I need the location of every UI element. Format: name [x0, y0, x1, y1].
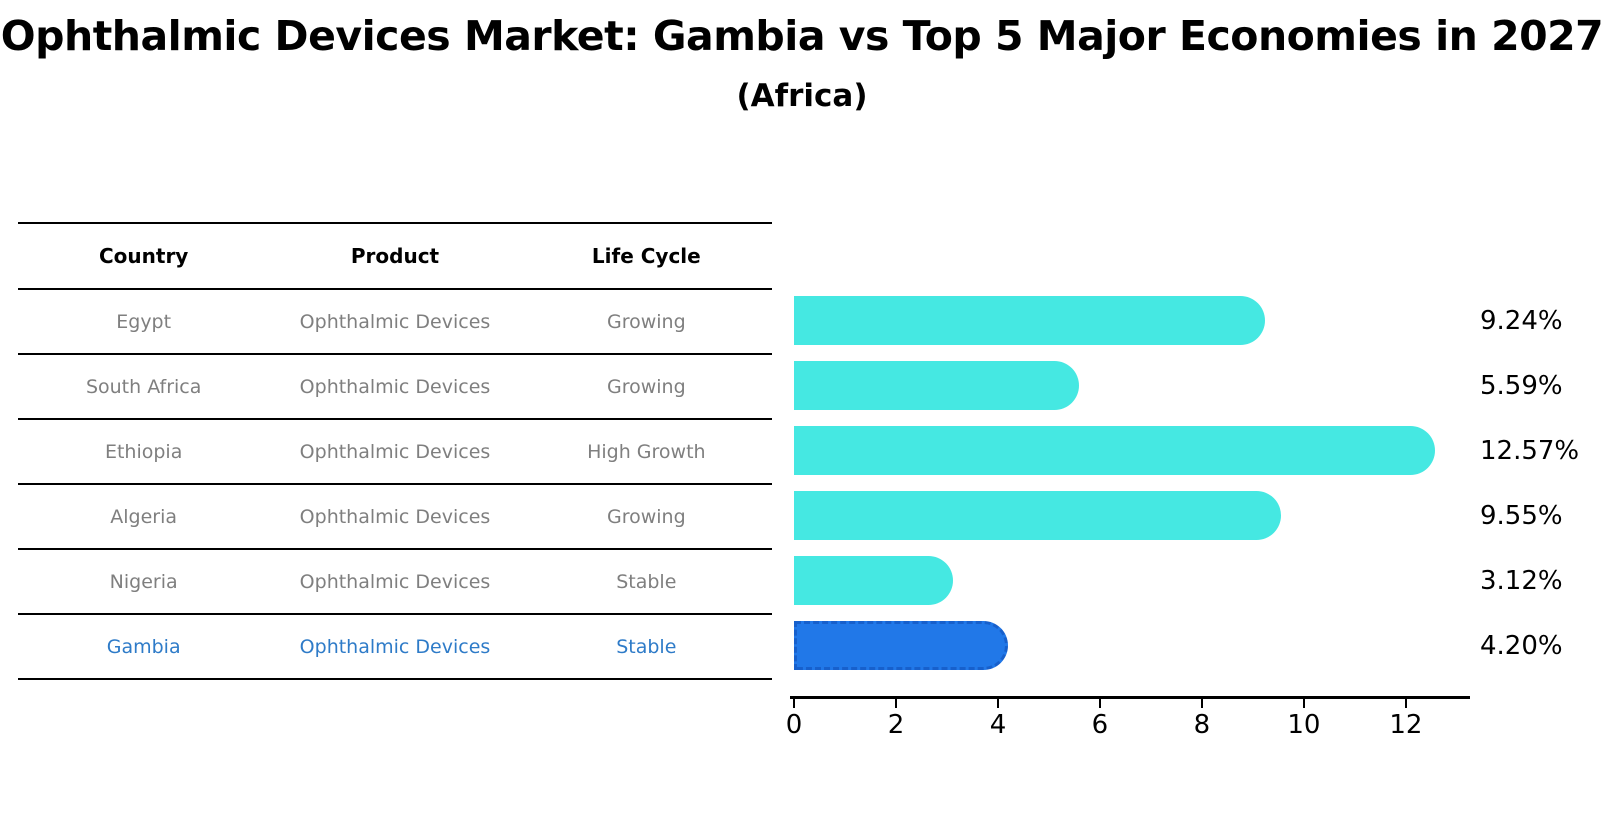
life-cycle-cell: Growing	[606, 505, 686, 528]
table-row-egypt: Egypt Ophthalmic Devices Growing	[18, 290, 772, 355]
value-label-gambia: 4.20%	[1480, 630, 1563, 661]
comparison-table: Country Product Life Cycle Egypt Ophthal…	[18, 222, 772, 680]
x-axis-tick-label: 10	[1287, 710, 1321, 740]
x-axis-tick	[1404, 699, 1407, 708]
country-cell: Gambia	[106, 635, 181, 658]
value-label-south-africa: 5.59%	[1480, 370, 1563, 401]
column-header-product: Product	[350, 244, 440, 268]
x-axis-tick-label: 8	[1193, 710, 1211, 740]
x-axis-tick	[894, 699, 897, 708]
value-label-ethiopia: 12.57%	[1480, 435, 1580, 466]
table-row-gambia: Gambia Ophthalmic Devices Stable	[18, 615, 772, 680]
life-cycle-cell: Stable	[616, 635, 677, 658]
bar-slot	[794, 483, 1462, 548]
chart-title: Ophthalmic Devices Market: Gambia vs Top…	[0, 12, 1604, 60]
x-axis-spine	[790, 696, 1470, 699]
value-label-algeria: 9.55%	[1480, 500, 1563, 531]
country-cell: South Africa	[85, 375, 202, 398]
life-cycle-cell: Growing	[606, 375, 686, 398]
x-axis-tick	[1200, 699, 1203, 708]
column-header-country: Country	[98, 244, 189, 268]
bar-slot	[794, 353, 1462, 418]
product-cell: Ophthalmic Devices	[299, 375, 491, 398]
life-cycle-cell: Growing	[606, 310, 686, 333]
x-axis-tick	[996, 699, 999, 708]
product-cell: Ophthalmic Devices	[299, 635, 491, 658]
bar-chart	[794, 288, 1462, 678]
table-row-south-africa: South Africa Ophthalmic Devices Growing	[18, 355, 772, 420]
product-cell: Ophthalmic Devices	[299, 310, 491, 333]
product-cell: Ophthalmic Devices	[299, 505, 491, 528]
bar-algeria	[794, 491, 1281, 540]
value-label-egypt: 9.24%	[1480, 305, 1563, 336]
bar-slot	[794, 418, 1462, 483]
x-axis-tick-label: 6	[1091, 710, 1109, 740]
country-cell: Nigeria	[109, 570, 178, 593]
x-axis: 0 2 4 6 8 10 12	[786, 696, 1470, 746]
bar-egypt	[794, 296, 1266, 345]
country-cell: Egypt	[116, 310, 172, 333]
value-label-nigeria: 3.12%	[1480, 565, 1563, 596]
chart-subtitle: (Africa)	[736, 78, 868, 114]
life-cycle-cell: High Growth	[587, 440, 706, 463]
bar-gambia	[794, 621, 1009, 670]
x-axis-tick	[1098, 699, 1101, 708]
x-axis-tick	[793, 699, 795, 708]
x-axis-tick-label: 12	[1389, 710, 1423, 740]
table-row-algeria: Algeria Ophthalmic Devices Growing	[18, 485, 772, 550]
bar-nigeria	[794, 556, 954, 605]
x-axis-tick-label: 4	[989, 710, 1007, 740]
bar-slot	[794, 288, 1462, 353]
table-row-ethiopia: Ethiopia Ophthalmic Devices High Growth	[18, 420, 772, 485]
product-cell: Ophthalmic Devices	[299, 440, 491, 463]
x-axis-tick-label: 2	[887, 710, 905, 740]
column-header-life-cycle: Life Cycle	[591, 244, 701, 268]
x-axis-tick-label: 0	[785, 710, 803, 740]
life-cycle-cell: Stable	[616, 570, 677, 593]
country-cell: Algeria	[110, 505, 178, 528]
table-header-row: Country Product Life Cycle	[18, 224, 772, 290]
value-label-column: 9.24% 5.59% 12.57% 9.55% 3.12% 4.20%	[1480, 288, 1600, 678]
bar-ethiopia	[794, 426, 1435, 475]
bar-slot	[794, 613, 1462, 678]
bar-south-africa	[794, 361, 1080, 410]
x-axis-tick	[1302, 699, 1305, 708]
country-cell: Ethiopia	[104, 440, 183, 463]
product-cell: Ophthalmic Devices	[299, 570, 491, 593]
bar-slot	[794, 548, 1462, 613]
table-row-nigeria: Nigeria Ophthalmic Devices Stable	[18, 550, 772, 615]
